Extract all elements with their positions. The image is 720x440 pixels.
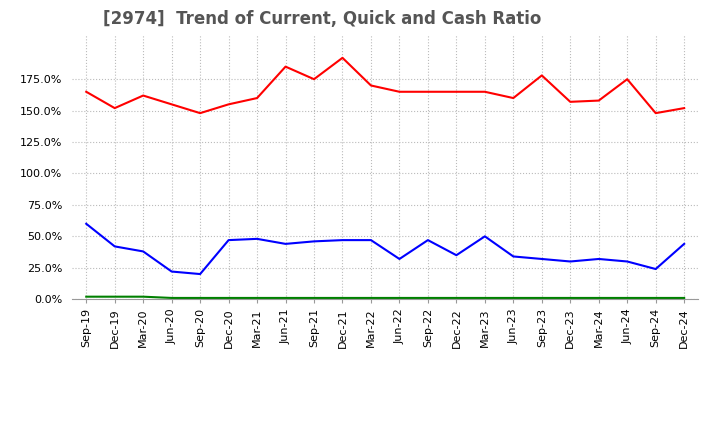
Current Ratio [595, 98, 603, 103]
Quick Ratio [167, 295, 176, 301]
Cash Ratio [537, 257, 546, 262]
Quick Ratio [480, 295, 489, 301]
Current Ratio [652, 110, 660, 116]
Quick Ratio [310, 295, 318, 301]
Current Ratio [167, 102, 176, 107]
Current Ratio [366, 83, 375, 88]
Current Ratio [139, 93, 148, 98]
Quick Ratio [110, 294, 119, 299]
Cash Ratio [82, 221, 91, 227]
Quick Ratio [338, 295, 347, 301]
Cash Ratio [110, 244, 119, 249]
Cash Ratio [139, 249, 148, 254]
Text: [2974]  Trend of Current, Quick and Cash Ratio: [2974] Trend of Current, Quick and Cash … [104, 10, 541, 28]
Quick Ratio [82, 294, 91, 299]
Cash Ratio [480, 234, 489, 239]
Quick Ratio [253, 295, 261, 301]
Current Ratio [395, 89, 404, 95]
Current Ratio [680, 106, 688, 111]
Current Ratio [338, 55, 347, 60]
Current Ratio [423, 89, 432, 95]
Current Ratio [452, 89, 461, 95]
Current Ratio [253, 95, 261, 101]
Quick Ratio [509, 295, 518, 301]
Line: Cash Ratio: Cash Ratio [86, 224, 684, 274]
Current Ratio [196, 110, 204, 116]
Cash Ratio [282, 241, 290, 246]
Quick Ratio [225, 295, 233, 301]
Cash Ratio [253, 236, 261, 242]
Cash Ratio [395, 257, 404, 262]
Cash Ratio [652, 266, 660, 271]
Line: Current Ratio: Current Ratio [86, 58, 684, 113]
Quick Ratio [395, 295, 404, 301]
Quick Ratio [366, 295, 375, 301]
Current Ratio [310, 77, 318, 82]
Current Ratio [509, 95, 518, 101]
Cash Ratio [566, 259, 575, 264]
Current Ratio [623, 77, 631, 82]
Quick Ratio [566, 295, 575, 301]
Line: Quick Ratio: Quick Ratio [86, 297, 684, 298]
Quick Ratio [623, 295, 631, 301]
Current Ratio [225, 102, 233, 107]
Current Ratio [82, 89, 91, 95]
Current Ratio [566, 99, 575, 104]
Quick Ratio [680, 295, 688, 301]
Quick Ratio [423, 295, 432, 301]
Current Ratio [537, 73, 546, 78]
Quick Ratio [595, 295, 603, 301]
Cash Ratio [196, 271, 204, 277]
Cash Ratio [680, 241, 688, 246]
Cash Ratio [225, 238, 233, 243]
Cash Ratio [509, 254, 518, 259]
Current Ratio [282, 64, 290, 69]
Cash Ratio [595, 257, 603, 262]
Quick Ratio [537, 295, 546, 301]
Quick Ratio [652, 295, 660, 301]
Quick Ratio [196, 295, 204, 301]
Cash Ratio [366, 238, 375, 243]
Cash Ratio [623, 259, 631, 264]
Cash Ratio [167, 269, 176, 274]
Quick Ratio [139, 294, 148, 299]
Cash Ratio [338, 238, 347, 243]
Quick Ratio [452, 295, 461, 301]
Current Ratio [110, 106, 119, 111]
Cash Ratio [452, 253, 461, 258]
Quick Ratio [282, 295, 290, 301]
Cash Ratio [423, 238, 432, 243]
Cash Ratio [310, 239, 318, 244]
Current Ratio [480, 89, 489, 95]
